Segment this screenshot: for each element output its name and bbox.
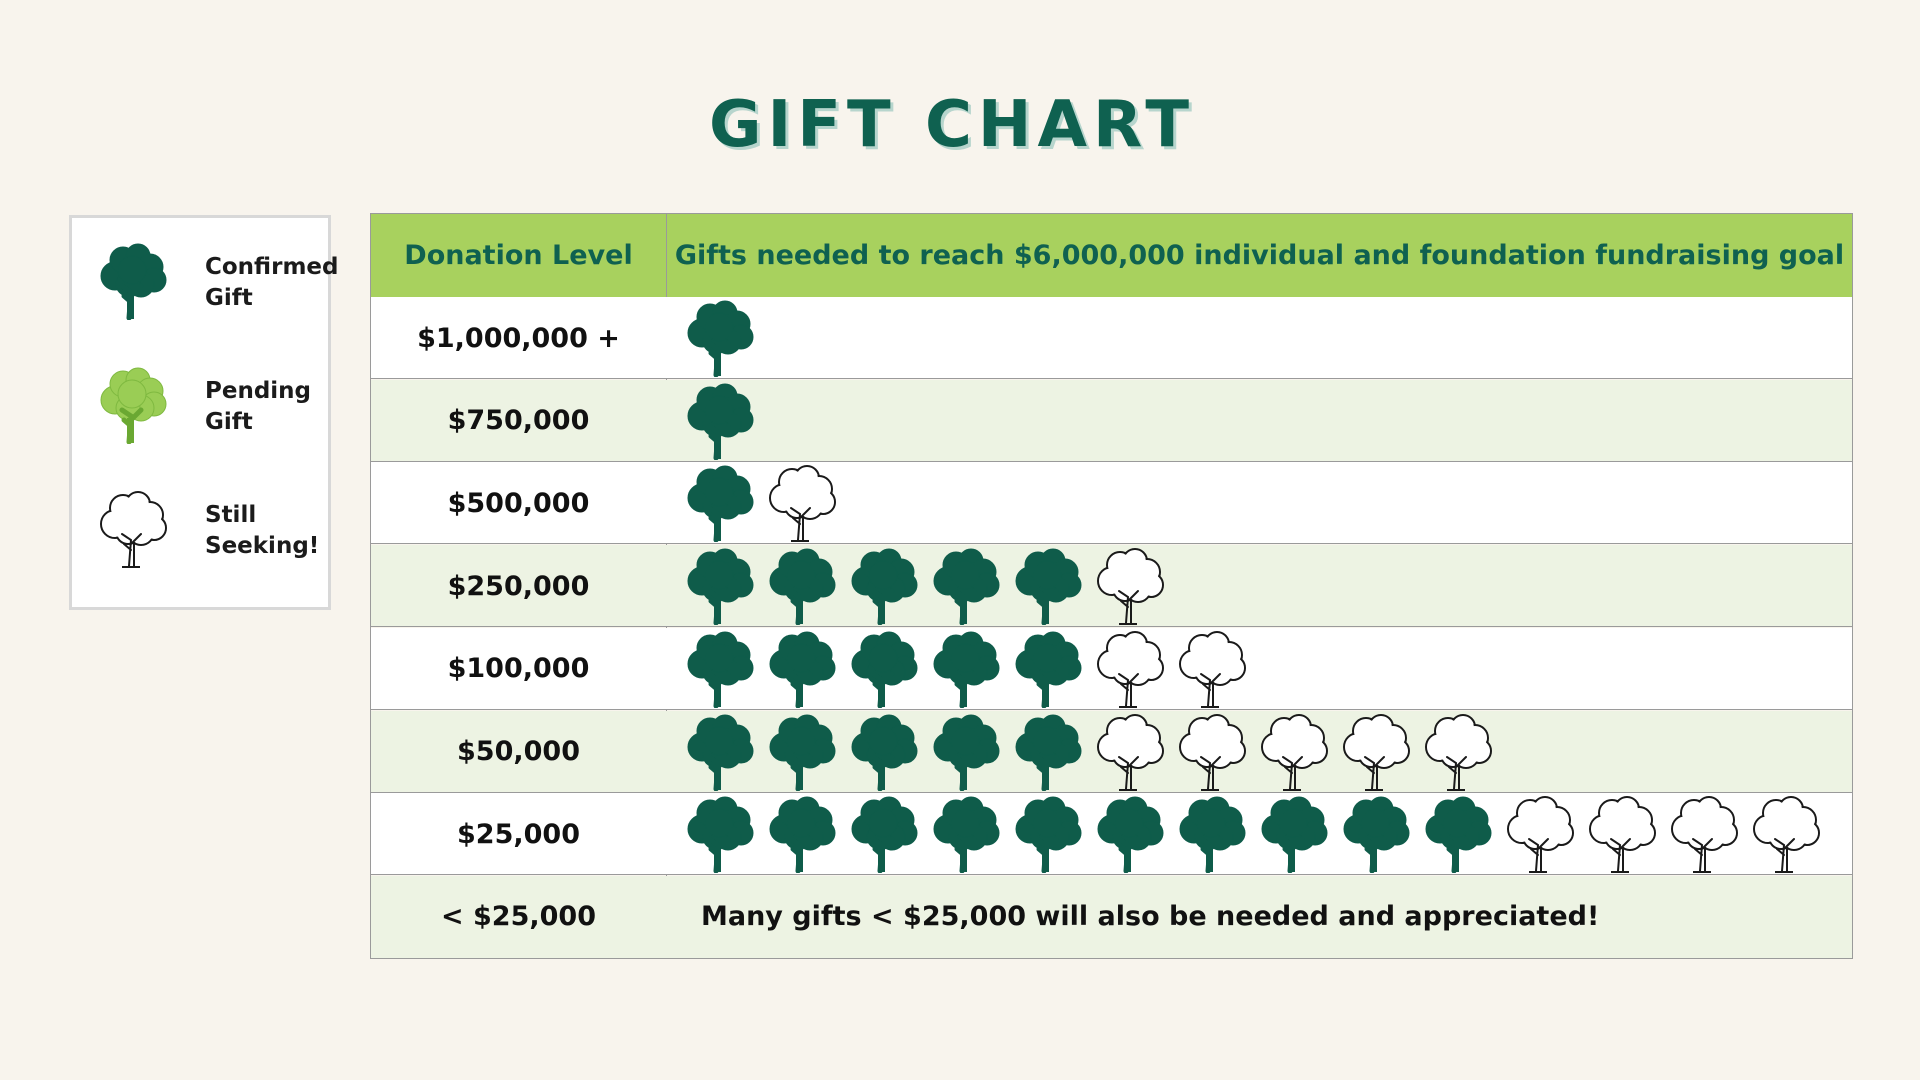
confirmed-tree-icon: [681, 713, 757, 791]
page-title: GIFT CHART: [708, 88, 1196, 162]
legend-label: Pending Gift: [205, 376, 355, 438]
confirmed-tree-icon: [1009, 713, 1085, 791]
confirmed-tree-icon: [927, 795, 1003, 874]
confirmed-tree-icon: [845, 547, 921, 626]
confirmed-tree-icon: [1419, 795, 1495, 874]
confirmed-tree-icon: [845, 713, 921, 791]
seeking-tree-icon: [1173, 713, 1249, 791]
seeking-tree-icon: [1665, 795, 1741, 874]
seeking-tree-icon: [1173, 630, 1249, 708]
seeking-tree-icon: [1501, 795, 1577, 874]
donation-level-cell: $500,000: [447, 487, 590, 519]
donation-level-cell: $25,000: [457, 818, 580, 850]
table-row: $500,000: [371, 462, 1852, 545]
gift-table: Donation Level Gifts needed to reach $6,…: [370, 213, 1853, 959]
confirmed-tree-icon: [681, 299, 757, 378]
legend-label-line1: Confirmed: [205, 254, 339, 280]
confirmed-tree-icon: [1255, 795, 1331, 874]
confirmed-tree-icon: [681, 795, 757, 874]
confirmed-tree-icon: [681, 630, 757, 709]
donation-level-cell: < $25,000: [441, 901, 596, 933]
confirmed-tree-icon: [763, 547, 839, 626]
confirmed-tree-icon: [1009, 630, 1085, 709]
seeking-tree-icon: [1091, 630, 1167, 708]
table-header: Donation Level Gifts needed to reach $6,…: [371, 214, 1852, 298]
confirmed-tree-icon: [1337, 795, 1413, 874]
pending-tree-icon: [94, 366, 170, 445]
confirmed-tree-icon: [681, 547, 757, 626]
seeking-tree-icon: [94, 490, 170, 568]
confirmed-tree-icon: [1173, 795, 1249, 874]
donation-level-cell: $1,000,000 +: [417, 322, 620, 354]
confirmed-tree-icon: [927, 630, 1003, 709]
confirmed-tree-icon: [1009, 795, 1085, 874]
confirmed-tree-icon: [94, 242, 170, 321]
legend-label-line2: Gift: [205, 409, 253, 435]
seeking-tree-icon: [1337, 713, 1413, 791]
seeking-tree-icon: [1583, 795, 1659, 874]
seeking-tree-icon: [763, 464, 839, 543]
table-row: < $25,000 Many gifts < $25,000 will also …: [371, 875, 1852, 958]
confirmed-tree-icon: [1091, 795, 1167, 874]
table-row: $100,000: [371, 627, 1852, 710]
donation-level-cell: $250,000: [447, 570, 590, 602]
table-row: $25,000: [371, 793, 1852, 876]
seeking-tree-icon: [1419, 713, 1495, 791]
legend-label: Still Seeking!: [205, 500, 355, 562]
table-row: $750,000: [371, 379, 1852, 462]
confirmed-tree-icon: [845, 630, 921, 709]
confirmed-tree-icon: [927, 713, 1003, 791]
table-row: $250,000: [371, 545, 1852, 628]
confirmed-tree-icon: [1009, 547, 1085, 626]
seeking-tree-icon: [1255, 713, 1331, 791]
legend-label-line1: Still: [205, 502, 257, 528]
seeking-tree-icon: [1747, 795, 1823, 874]
confirmed-tree-icon: [763, 630, 839, 709]
legend-label-line2: Gift: [205, 285, 253, 311]
legend-label-line2: Seeking!: [205, 533, 320, 559]
legend: Confirmed Gift Pending Gift Still Seeking!: [69, 215, 338, 610]
confirmed-tree-icon: [845, 795, 921, 874]
table-row: $1,000,000 +: [371, 297, 1852, 379]
seeking-tree-icon: [1091, 547, 1167, 626]
confirmed-tree-icon: [763, 795, 839, 874]
confirmed-tree-icon: [681, 464, 757, 543]
legend-label: Confirmed Gift: [205, 252, 355, 314]
table-row: $50,000: [371, 710, 1852, 793]
legend-label-line1: Pending: [205, 378, 312, 404]
confirmed-tree-icon: [681, 382, 757, 461]
donation-level-cell: $750,000: [447, 405, 590, 437]
header-gifts-needed: Gifts needed to reach $6,000,000 individ…: [674, 240, 1845, 271]
confirmed-tree-icon: [927, 547, 1003, 626]
small-gifts-note: Many gifts < $25,000 will also be needed…: [701, 901, 1600, 933]
donation-level-cell: $50,000: [457, 736, 580, 767]
donation-level-cell: $100,000: [447, 653, 590, 685]
confirmed-tree-icon: [763, 713, 839, 791]
header-donation-level: Donation Level: [404, 240, 633, 271]
seeking-tree-icon: [1091, 713, 1167, 791]
